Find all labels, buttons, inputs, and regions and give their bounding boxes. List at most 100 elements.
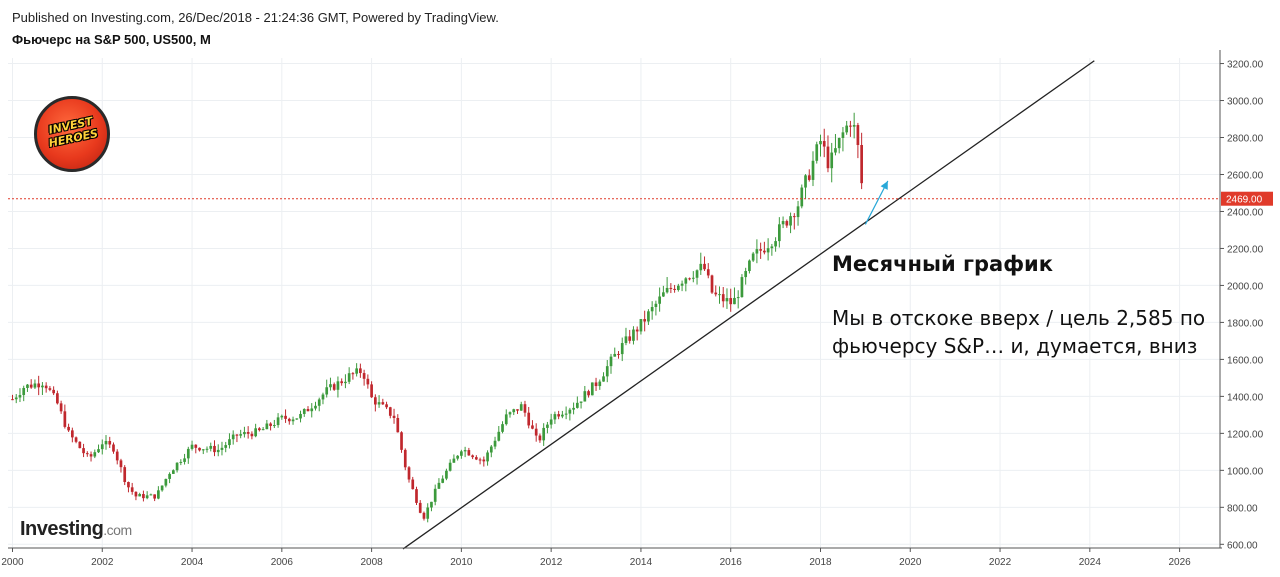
candle-body <box>213 445 216 453</box>
candle-body <box>594 382 598 387</box>
candle-body <box>44 385 48 389</box>
candle-body <box>770 246 774 249</box>
candle-body <box>721 294 725 302</box>
candle-body <box>239 434 243 436</box>
x-tick-label: 2026 <box>1168 557 1191 568</box>
x-tick-label: 2004 <box>181 557 204 568</box>
candle-body <box>228 439 231 446</box>
candle-body <box>186 448 190 459</box>
x-tick-label: 2014 <box>630 557 653 568</box>
candle-body <box>396 417 400 433</box>
candle-body <box>699 263 703 271</box>
candle-body <box>852 125 856 127</box>
candle-body <box>669 287 673 289</box>
candle-body <box>224 445 228 448</box>
x-tick-label: 2000 <box>1 557 24 568</box>
candle-body <box>437 482 441 489</box>
candle-body <box>478 459 482 461</box>
candle-body <box>388 407 392 416</box>
candle-body <box>531 425 534 429</box>
candle-body <box>508 412 512 415</box>
candle-body <box>157 490 160 499</box>
candle-body <box>33 383 37 388</box>
candle-body <box>804 175 807 188</box>
x-tick-label: 2006 <box>271 557 294 568</box>
candle-body <box>733 297 736 305</box>
candle-body <box>310 408 314 412</box>
candle-body <box>676 285 680 290</box>
candle-body <box>179 461 183 463</box>
candle-body <box>519 404 523 411</box>
candle-body <box>198 447 201 451</box>
candle-body <box>561 414 564 417</box>
candle-body <box>714 292 718 295</box>
candle-body <box>336 381 340 390</box>
candle-body <box>650 307 654 312</box>
candle-body <box>433 488 437 502</box>
candle-body <box>89 454 93 457</box>
candle-body <box>67 426 70 431</box>
candle-body <box>471 455 474 458</box>
candle-body <box>501 424 504 432</box>
candle-body <box>14 397 18 400</box>
candle-body <box>587 391 590 396</box>
candle-body <box>422 512 426 519</box>
candle-body <box>774 241 777 247</box>
annotation-body: Мы в отскоке вверх / цель 2,585 по фьюче… <box>832 306 1206 358</box>
candle-body <box>370 384 373 398</box>
candle-body <box>26 384 29 388</box>
candle-body <box>467 450 471 456</box>
candle-body <box>856 125 860 146</box>
candle-body <box>441 478 445 483</box>
x-tick-label: 2024 <box>1079 557 1102 568</box>
candle-body <box>807 175 811 180</box>
candle-body <box>287 418 291 422</box>
candle-body <box>108 440 112 445</box>
candle-body <box>171 470 175 474</box>
candle-body <box>523 404 527 413</box>
candle-body <box>381 402 385 405</box>
y-tick-label: 1200.00 <box>1227 429 1264 440</box>
candle-body <box>819 141 822 145</box>
y-tick-label: 800.00 <box>1227 503 1258 514</box>
chart-annotation: Месячный график Мы в отскоке вверх / цел… <box>832 252 1212 360</box>
candle-body <box>130 487 134 492</box>
candle-body <box>280 415 284 418</box>
candle-body <box>18 395 22 398</box>
candle-body <box>684 278 688 284</box>
candle-body <box>763 250 766 253</box>
chart-overlays: 2469.00 <box>8 60 1273 550</box>
candle-body <box>759 249 762 251</box>
candle-body <box>231 434 235 440</box>
candle-body <box>355 368 358 374</box>
y-tick-label: 600.00 <box>1227 540 1258 551</box>
published-info: Published on Investing.com, 26/Dec/2018 … <box>12 10 499 25</box>
y-tick-label: 3200.00 <box>1227 60 1264 71</box>
candle-body <box>430 501 433 508</box>
candle-body <box>82 448 85 454</box>
candle-body <box>639 319 643 332</box>
candle-body <box>860 145 863 184</box>
chart-axes: 600.00 800.00 1000.00 1200.00 1400.00 1600.00… <box>1 50 1264 568</box>
candle-body <box>403 449 407 468</box>
candle-body <box>744 271 748 278</box>
candle-body <box>598 381 602 387</box>
chart-gridlines <box>8 58 1220 548</box>
candle-body <box>235 434 239 436</box>
candle-body <box>703 263 706 270</box>
candle-body <box>546 424 549 428</box>
x-tick-label: 2020 <box>899 557 922 568</box>
candle-body <box>216 449 220 453</box>
candle-body <box>272 425 276 427</box>
candle-body <box>261 429 265 431</box>
candle-body <box>362 373 366 379</box>
candle-body <box>785 221 789 226</box>
candle-body <box>145 495 149 499</box>
candle-body <box>74 437 78 442</box>
chart-title: Фьючерс на S&P 500, US500, M <box>12 32 211 47</box>
candle-body <box>602 376 605 382</box>
candle-body <box>59 403 63 412</box>
candle-body <box>299 413 302 419</box>
invest-heroes-logo: INVEST HEROES <box>34 96 110 172</box>
